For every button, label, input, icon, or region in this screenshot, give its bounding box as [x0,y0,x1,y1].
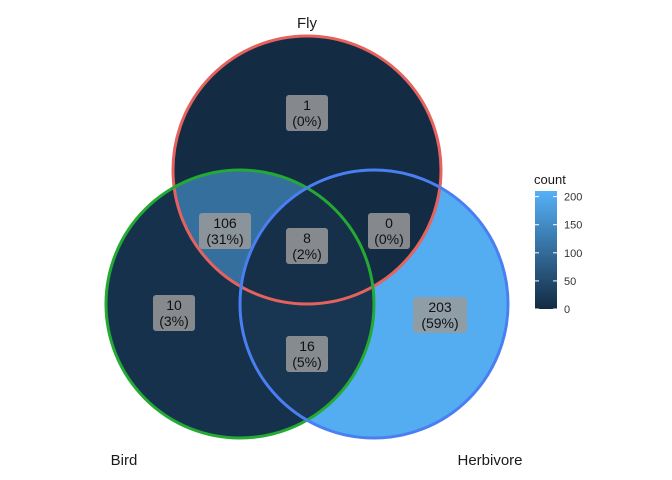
legend-tick-label: 150 [564,220,582,232]
region-percent: (0%) [292,113,322,129]
region-count: 8 [303,230,311,246]
region-percent: (0%) [374,231,404,247]
region-label-box [199,213,251,249]
region-label-bird-only: 10 (3%) [153,295,195,331]
legend-title: count [534,172,566,187]
region-percent: (59%) [421,315,458,331]
region-label-fly-herbivore: 0 (0%) [368,213,410,249]
set-label-fly: Fly [297,15,317,32]
set-outline-herbivore [238,168,510,440]
region-percent: (5%) [292,354,322,370]
legend-colorbar [535,191,557,309]
set-outline-fly [171,34,443,306]
legend-tick-label: 0 [564,304,570,316]
legend-tick-label: 100 [564,248,582,260]
region-count: 10 [166,297,182,313]
region-count: 203 [428,299,452,315]
region-percent: (2%) [292,246,322,262]
region-count: 0 [385,215,393,231]
region-percent: (3%) [159,313,189,329]
legend-tick-label: 50 [564,276,576,288]
region-label-box [368,213,410,249]
region-label-box [286,336,328,372]
region-percent: (31%) [206,231,243,247]
legend: count 0 50 100 150 200 [534,172,582,316]
region-label-fly-only: 1 (0%) [286,95,328,131]
region-label-box [153,295,195,331]
region-label-box [413,297,467,333]
region-label-box [286,228,328,264]
region-label-herbivore-only: 203 (59%) [413,297,467,333]
set-label-bird: Bird [111,452,138,469]
region-count: 16 [299,338,315,354]
set-label-herbivore: Herbivore [457,452,522,469]
region-count: 106 [213,215,237,231]
legend-ticks: 0 50 100 150 200 [535,192,582,316]
region-count: 1 [303,97,311,113]
legend-tick-label: 200 [564,192,582,204]
region-label-all-three: 8 (2%) [286,228,328,264]
set-outline-bird [104,168,376,440]
region-label-box [286,95,328,131]
region-label-fly-bird: 106 (31%) [199,213,251,249]
region-label-bird-herbivore: 16 (5%) [286,336,328,372]
